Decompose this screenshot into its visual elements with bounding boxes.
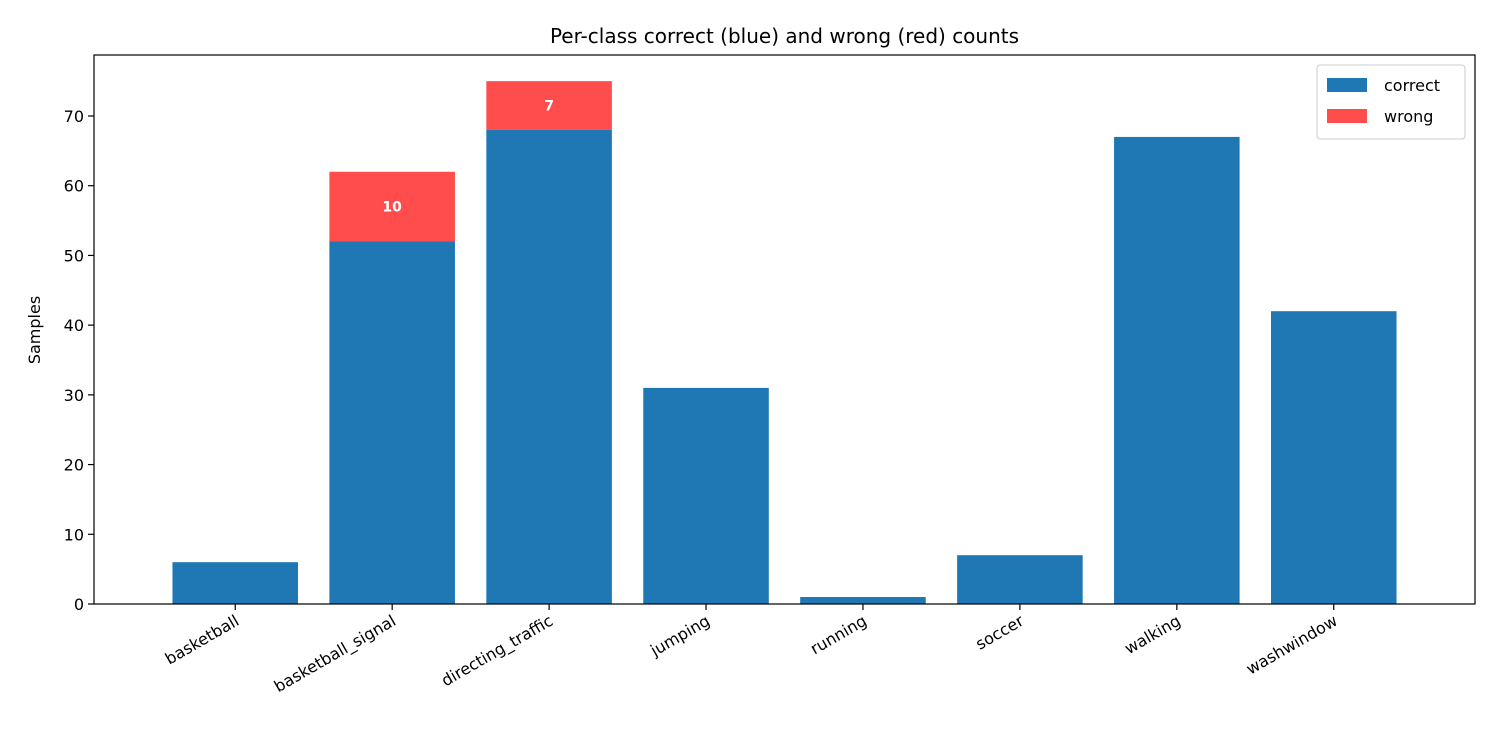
plot-frame: [93, 54, 1476, 605]
x-tick-label-washwindow: washwindow: [1243, 611, 1341, 678]
legend: correct wrong: [1316, 64, 1466, 140]
y-tick-label: 10: [64, 525, 84, 544]
legend-label-correct: correct: [1384, 76, 1440, 95]
bar-correct-basketball_signal: [329, 241, 455, 604]
x-tick-label-basketball: basketball: [162, 611, 242, 668]
bar-correct-running: [800, 597, 926, 604]
legend-swatch-wrong: [1327, 109, 1367, 123]
legend-label-wrong: wrong: [1384, 107, 1433, 126]
y-tick-label: 50: [64, 246, 84, 265]
bar-wrong-directing_traffic: [486, 81, 612, 130]
x-axis: basketball basketball_signal directing_tra…: [162, 604, 1341, 697]
y-axis-label: Samples: [25, 296, 44, 364]
bar-correct-washwindow: [1270, 311, 1397, 604]
bars-group: 10 7: [172, 81, 1397, 604]
y-axis: 0 10 20 30 40 50 60 70: [64, 107, 94, 614]
bar-wrong-basketball_signal: [329, 171, 455, 242]
x-tick-label-walking: walking: [1121, 611, 1184, 658]
bar-correct-basketball: [172, 562, 299, 604]
bar-correct-directing_traffic: [486, 129, 612, 604]
x-tick-label-directing_traffic: directing_traffic: [438, 611, 557, 691]
y-tick-label: 30: [64, 386, 84, 405]
y-tick-label: 0: [74, 595, 84, 614]
bar-correct-walking: [1114, 136, 1240, 604]
x-tick-label-basketball_signal: basketball_signal: [271, 611, 400, 697]
x-tick-label-running: running: [807, 611, 870, 658]
bar-correct-soccer: [957, 555, 1083, 604]
x-tick-label-jumping: jumping: [646, 611, 713, 660]
data-label-directing_traffic: 7: [544, 99, 554, 115]
chart-title: Per-class correct (blue) and wrong (red)…: [550, 24, 1019, 48]
y-tick-label: 70: [64, 107, 84, 126]
y-tick-label: 40: [64, 316, 84, 335]
legend-swatch-correct: [1327, 78, 1367, 92]
bar-correct-jumping: [643, 387, 769, 604]
y-tick-label: 20: [64, 456, 84, 475]
x-tick-label-soccer: soccer: [972, 611, 1027, 654]
y-tick-label: 60: [64, 177, 84, 196]
data-label-basketball_signal: 10: [382, 200, 402, 216]
